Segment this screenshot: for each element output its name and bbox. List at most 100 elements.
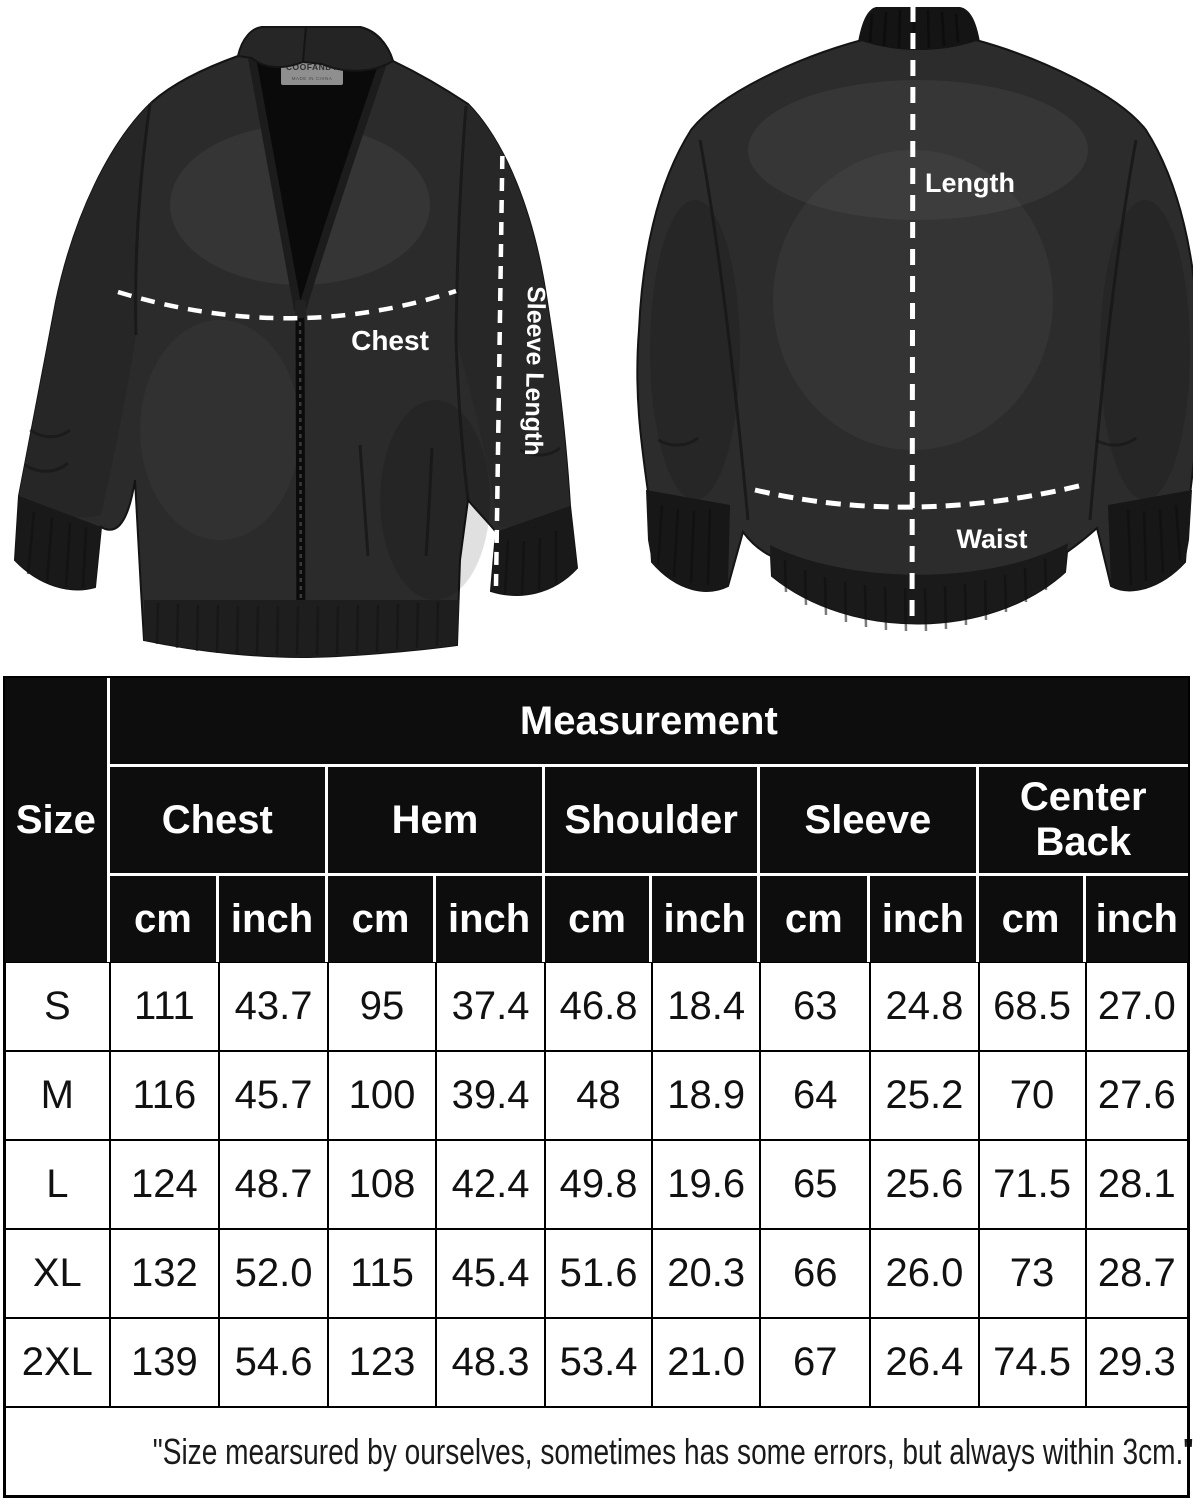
front-cuff-ribs [26, 511, 558, 596]
back-sheen-top [748, 80, 1088, 220]
front-seams [134, 103, 470, 557]
table-row-m: M 116 45.7 100 39.4 48 18.9 64 25.2 70 2… [5, 1051, 1188, 1140]
value-cell: 39.4 [436, 1051, 545, 1140]
value-cell: 29.3 [1085, 1318, 1188, 1407]
value-cell: 25.2 [870, 1051, 979, 1140]
chest-measure-line [117, 288, 457, 321]
footnote-row: "Size mearsured by ourselves, sometimes … [5, 1407, 1193, 1496]
back-shade-right [1100, 200, 1190, 500]
front-jacket-illustration: COOFANDY MADE IN CHINA Chest Sleeve Leng… [13, 26, 579, 659]
value-cell: 27.0 [1085, 962, 1188, 1051]
value-cell: 132 [109, 1229, 220, 1318]
value-cell: 67 [760, 1318, 871, 1407]
waist-measure-line [754, 481, 1088, 510]
group-header-shoulder: Shoulder [545, 767, 761, 876]
value-cell: 46.8 [545, 962, 653, 1051]
back-collar [858, 7, 980, 51]
value-cell: 27.6 [1085, 1051, 1188, 1140]
value-cell: 95 [327, 962, 437, 1051]
unit-header: cm [760, 876, 871, 962]
unit-header: cm [978, 876, 1086, 962]
value-cell: 66 [760, 1229, 871, 1318]
zipper-slider [295, 300, 306, 318]
value-cell: 19.6 [652, 1140, 761, 1229]
back-seams [698, 139, 1138, 521]
group-header-sleeve: Sleeve [760, 767, 979, 876]
unit-header: inch [870, 876, 979, 962]
front-lining [252, 58, 384, 312]
value-cell: 28.1 [1085, 1140, 1188, 1229]
value-cell: 68.5 [978, 962, 1086, 1051]
value-cell: 115 [327, 1229, 437, 1318]
value-cell: 70 [978, 1051, 1086, 1140]
value-cell: 52.0 [219, 1229, 328, 1318]
front-placket-edges [248, 57, 388, 312]
chest-label: Chest [351, 325, 429, 356]
value-cell: 71.5 [978, 1140, 1086, 1229]
table-row-l: L 124 48.7 108 42.4 49.8 19.6 65 25.6 71… [5, 1140, 1188, 1229]
footnote-cell: "Size mearsured by ourselves, sometimes … [5, 1407, 1193, 1496]
value-cell: 54.6 [219, 1318, 328, 1407]
sleeve-length-label: Sleeve Length [519, 286, 550, 456]
value-cell: 26.4 [870, 1318, 979, 1407]
value-cell: 37.4 [436, 962, 545, 1051]
value-cell: 124 [109, 1140, 220, 1229]
unit-header: inch [219, 876, 328, 962]
value-cell: 48.7 [219, 1140, 328, 1229]
front-hem-band [144, 600, 459, 657]
waist-label: Waist [956, 524, 1027, 554]
brand-tag-text: COOFANDY [286, 62, 338, 72]
value-cell: 24.8 [870, 962, 979, 1051]
value-cell: 65 [760, 1140, 871, 1229]
front-left-cuff [15, 496, 101, 590]
value-cell: 64 [760, 1051, 871, 1140]
size-cell: 2XL [5, 1318, 110, 1407]
group-header-center-back: Center Back [978, 767, 1188, 876]
value-cell: 111 [109, 962, 220, 1051]
front-hem-ribs [155, 601, 440, 656]
value-cell: 25.6 [870, 1140, 979, 1229]
front-shade-low [380, 400, 490, 600]
front-sheen-low [140, 320, 300, 540]
value-cell: 123 [327, 1318, 437, 1407]
value-cell: 20.3 [652, 1229, 761, 1318]
size-chart-table: Size Measurement Chest Hem Shoulder Slee… [3, 676, 1193, 1498]
back-collar-ribs [868, 9, 960, 49]
value-cell: 42.4 [436, 1140, 545, 1229]
back-shade-left [650, 200, 740, 500]
unit-header: cm [109, 876, 220, 962]
size-cell: M [5, 1051, 110, 1140]
value-cell: 18.9 [652, 1051, 761, 1140]
value-cell: 43.7 [219, 962, 328, 1051]
brand-tag-subtext: MADE IN CHINA [292, 76, 333, 81]
front-elbow-creases [24, 428, 561, 473]
front-left-sleeve-shade [19, 102, 152, 518]
value-cell: 53.4 [545, 1318, 653, 1407]
back-cuff-ribs [656, 504, 1182, 586]
table-row-s: S 111 43.7 95 37.4 46.8 18.4 63 24.8 68.… [5, 962, 1188, 1051]
length-label: Length [925, 168, 1015, 198]
value-cell: 139 [109, 1318, 220, 1407]
back-elbow-creases [657, 436, 1137, 447]
back-jacket-illustration: Length Waist [636, 5, 1193, 646]
value-cell: 45.7 [219, 1051, 328, 1140]
size-cell: L [5, 1140, 110, 1229]
value-cell: 74.5 [978, 1318, 1086, 1407]
table-row-xl: XL 132 52.0 115 45.4 51.6 20.3 66 26.0 7… [5, 1229, 1188, 1318]
value-cell: 108 [327, 1140, 437, 1229]
value-cell: 18.4 [652, 962, 761, 1051]
back-hem-ribs [783, 557, 1048, 632]
size-cell: S [5, 962, 110, 1051]
front-collar-right [301, 26, 395, 72]
value-cell: 63 [760, 962, 871, 1051]
value-cell: 51.6 [545, 1229, 653, 1318]
value-cell: 49.8 [545, 1140, 653, 1229]
value-cell: 73 [978, 1229, 1086, 1318]
unit-header: inch [652, 876, 761, 962]
unit-header: inch [1085, 876, 1188, 962]
table-row-2xl: 2XL 139 54.6 123 48.3 53.4 21.0 67 26.4 … [5, 1318, 1188, 1407]
front-right-sleeve-shade [456, 104, 570, 528]
value-cell: 100 [327, 1051, 437, 1140]
unit-header: cm [545, 876, 653, 962]
unit-header: cm [327, 876, 437, 962]
